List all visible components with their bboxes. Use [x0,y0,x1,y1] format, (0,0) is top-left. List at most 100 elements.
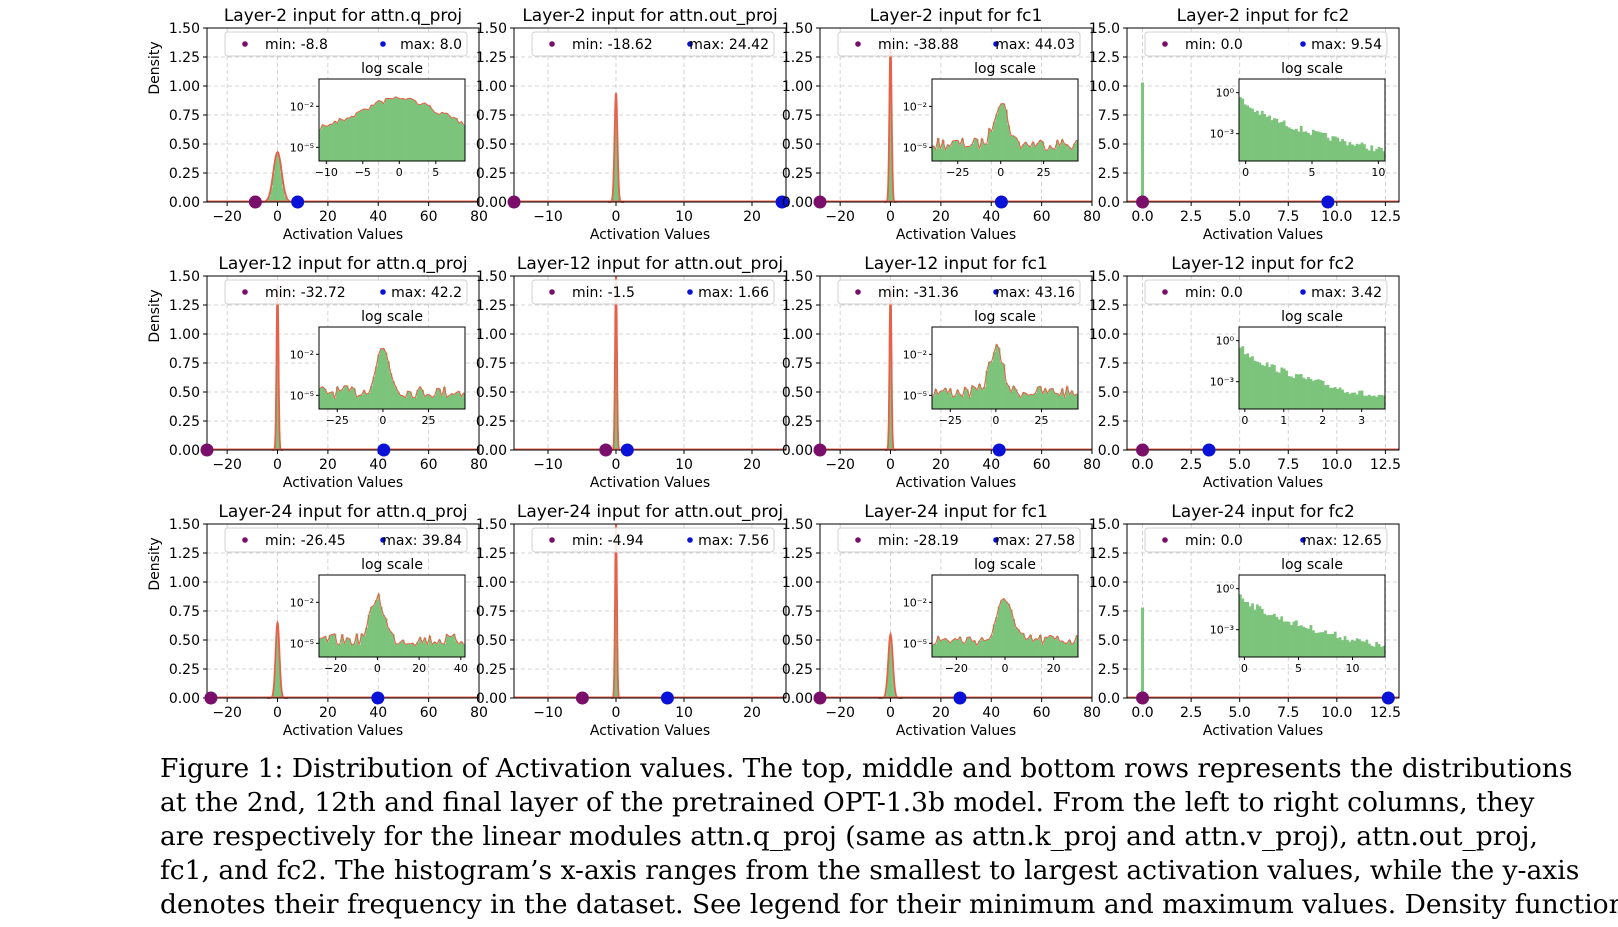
histogram-bar [270,187,273,202]
inset-hist-bar [970,143,974,161]
inset-hist-bar [1285,126,1288,161]
inset-hist-bar [333,397,337,409]
subplot: Layer-2 input for attn.out_proj −10 0 10 20 0… [476,6,789,243]
inset-hist-bar [1063,396,1067,409]
inset-hist-bar [399,395,403,409]
inset-hist-bar [939,391,943,409]
inset-hist-bar [426,394,429,409]
inset-hist-bar [934,389,938,409]
inset-hist-bar [1377,394,1381,409]
inset-hist-bar [958,636,962,657]
inset-x-tick-label: 0 [379,414,386,427]
inset-hist-bar [1319,132,1323,161]
inset-frame [318,574,466,658]
inset-hist-bar [362,108,366,161]
subplot: Layer-24 input for attn.out_proj −10 0 10 20… [476,502,787,739]
inset-hist-bar [353,643,356,657]
inset-hist-bar [1346,391,1349,409]
max-marker [291,195,305,209]
inset-hist-bar [1277,372,1281,409]
inset-hist-bar [350,116,354,161]
inset-hist-bar [365,394,368,409]
inset-hist-bar [1248,606,1252,657]
inset-x-tick-label: 0 [1241,662,1248,675]
inset-x-tick-label: 0 [997,166,1004,179]
inset-hist-bar [997,606,1001,657]
inset-hist-bar [389,98,393,161]
inset-hist-bar [435,388,439,409]
legend-max-label: max: 9.54 [1311,37,1382,53]
y-tick-label: 1.00 [476,79,507,95]
inset-hist-bar [987,128,991,161]
legend-max-label: max: 12.65 [1302,533,1382,549]
y-tick-label: 1.00 [476,575,507,591]
inset-hist-bar [357,111,361,161]
inset-title: log scale [974,309,1036,325]
inset-hist-bar [1309,134,1313,161]
inset-hist-bar [416,642,420,657]
inset-hist-bar [450,117,454,161]
inset-hist-bar [1375,642,1378,657]
y-tick-label: 0.25 [169,166,200,182]
inset-hist-bar [978,640,981,657]
inset-kde-line [319,347,465,400]
inset-hist-bar [455,118,458,161]
max-marker [377,443,391,457]
inset-hist-bar [987,361,991,409]
inset-hist-bar [1326,137,1330,161]
inset-hist-bar [1241,598,1245,657]
inset-hist-bar [404,644,407,657]
subplot: Layer-12 input for attn.out_proj −10 0 10 20… [476,254,787,491]
legend-box [531,31,775,57]
y-axis-label: Density [147,41,163,94]
inset: log scale 0 5 10 10⁰ 10⁻³ [1210,557,1386,675]
inset-hist-bar [433,395,437,409]
inset-hist-bar [406,98,410,161]
max-marker [1381,691,1395,705]
x-tick-label: 20 [932,209,950,225]
inset-hist-bar [1243,104,1247,161]
inset-hist-bar [367,109,371,161]
inset-hist-bar [452,117,456,161]
inset-hist-bar [323,125,327,161]
inset-hist-bar [392,380,395,409]
y-tick-label: 0.50 [169,137,200,153]
x-tick-label: −10 [533,705,563,721]
histogram-bar [284,196,287,202]
x-tick-label: −20 [825,705,855,721]
inset-hist-bar [1241,98,1245,161]
y-tick-label: 0.00 [169,443,200,459]
inset-hist-bar [1314,632,1318,657]
inset-hist-bar [345,117,349,161]
inset-hist-bar [978,383,981,409]
inset: log scale −20 0 20 10⁻² 10⁻⁵ [903,557,1079,675]
legend: min: -18.62 max: 24.42 [531,31,775,57]
inset-hist-bar [983,387,986,409]
inset-hist-bar [440,112,444,161]
subplot-title: Layer-12 input for fc1 [864,254,1048,274]
inset-hist-bar [1336,388,1340,409]
inset-hist-bar [423,396,427,409]
min-marker [204,691,218,705]
inset-hist-bar [372,376,376,409]
x-tick-label: 7.5 [1277,209,1299,225]
y-tick-label: 1.50 [476,269,507,285]
inset-hist-bar [1277,619,1281,657]
y-tick-label: 0.00 [476,443,507,459]
inset-title: log scale [1281,309,1343,325]
x-tick-label: 20 [319,705,337,721]
inset-hist-bar [362,390,366,409]
legend: min: 0.0 max: 12.65 [1144,527,1388,553]
inset-hist-bar [396,391,400,409]
x-tick-label: 60 [1033,209,1051,225]
inset-hist-bar [457,643,461,657]
inset-hist-bar [1265,362,1269,409]
legend-max-swatch [380,537,386,543]
legend-min-swatch [1162,289,1168,295]
inset-hist-bar [1060,139,1064,161]
inset-hist-bar [1046,392,1050,409]
inset-hist-bar [1039,386,1042,409]
inset-y-tick-label: 10⁻² [290,100,314,113]
inset-hist-bar [338,118,342,161]
min-marker [507,195,521,209]
